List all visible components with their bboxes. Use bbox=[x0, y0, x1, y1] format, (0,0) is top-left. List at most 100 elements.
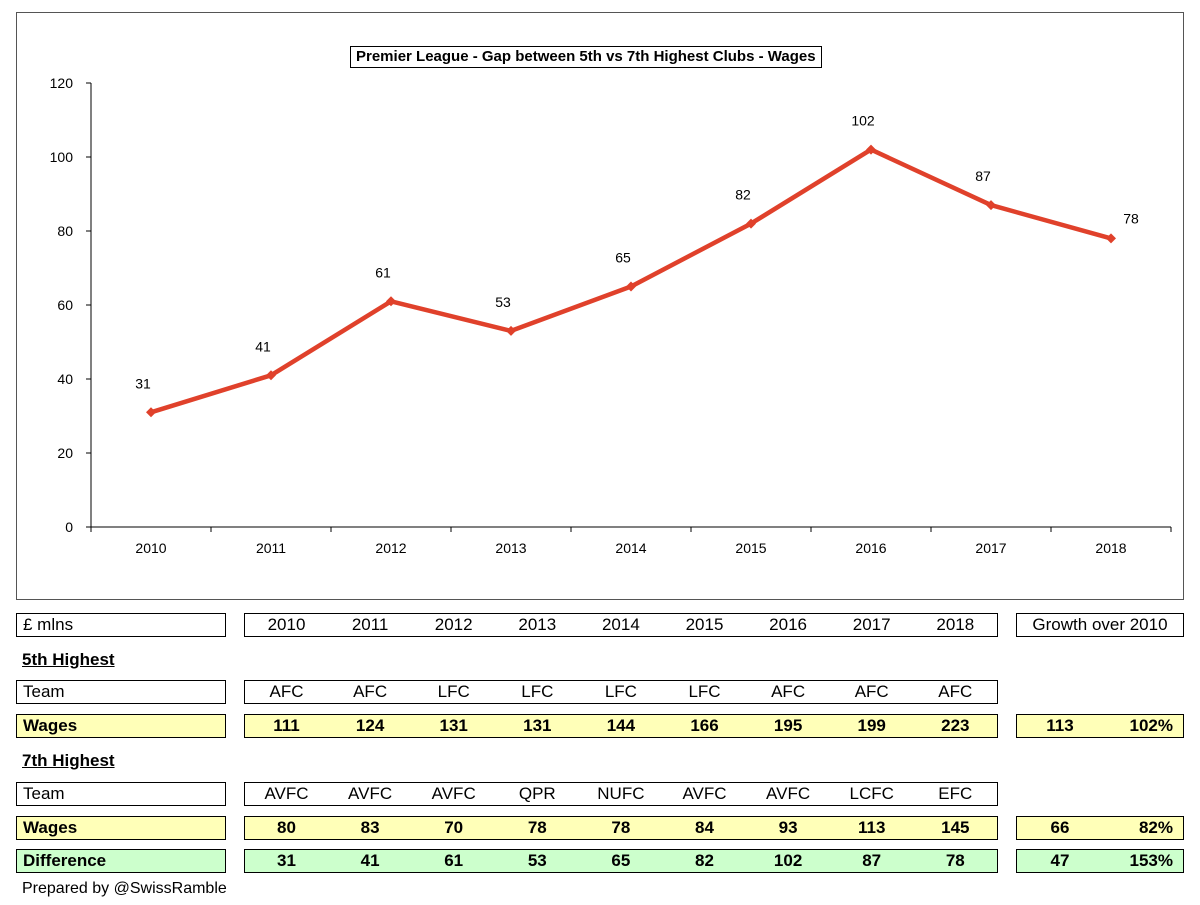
data-point-marker bbox=[506, 325, 516, 336]
seventh-wages-label: Wages bbox=[16, 816, 226, 840]
year-header-cell: 2012 bbox=[434, 615, 473, 634]
fifth-wages-row: 111 124 131 131 144 166 195 199 223 bbox=[244, 714, 998, 738]
fifth-team-row: AFC AFC LFC LFC LFC LFC AFC AFC AFC bbox=[244, 680, 998, 704]
data-point-marker bbox=[626, 281, 636, 292]
difference-cell: 102 bbox=[773, 851, 803, 870]
seventh-growth-pct: 82% bbox=[1138, 818, 1173, 837]
data-point-marker bbox=[1106, 233, 1116, 244]
data-label: 82 bbox=[735, 187, 751, 203]
y-tick-label: 120 bbox=[50, 75, 74, 91]
data-label: 41 bbox=[255, 338, 271, 354]
data-label: 102 bbox=[851, 113, 875, 129]
data-label: 65 bbox=[615, 250, 631, 266]
year-header-cell: 2010 bbox=[267, 615, 306, 634]
fifth-team-cell: LFC bbox=[437, 682, 470, 701]
fifth-team-cell: AFC bbox=[269, 682, 304, 701]
x-tick-label: 2014 bbox=[615, 540, 646, 556]
seventh-wages-cell: 83 bbox=[360, 818, 380, 837]
seventh-highest-heading: 7th Highest bbox=[22, 751, 115, 770]
chart-frame: 0 20 40 60 80 100 120 2010 2011 2012 2013 2014 2015 2… bbox=[16, 12, 1184, 600]
x-tick-label: 2015 bbox=[735, 540, 766, 556]
seventh-team-cell: AVFC bbox=[348, 784, 393, 803]
y-tick-label: 20 bbox=[57, 445, 73, 461]
fifth-wages-cell: 144 bbox=[606, 716, 636, 735]
year-header-cell: 2013 bbox=[518, 615, 557, 634]
fifth-team-cell: AFC bbox=[771, 682, 806, 701]
fifth-wages-cell: 124 bbox=[355, 716, 385, 735]
fifth-growth-abs: 113 bbox=[1046, 716, 1074, 735]
line-chart: 0 20 40 60 80 100 120 2010 2011 2012 2013 2014 2015 2… bbox=[50, 75, 1172, 556]
data-point-marker bbox=[146, 407, 156, 418]
fifth-wages-cell: 223 bbox=[941, 716, 970, 735]
difference-growth-abs: 47 bbox=[1050, 851, 1070, 870]
seventh-team-label: Team bbox=[16, 782, 226, 806]
seventh-growth: 66 82% bbox=[1016, 816, 1184, 840]
difference-cell: 87 bbox=[862, 851, 882, 870]
fifth-team-cell: LFC bbox=[604, 682, 637, 701]
data-label: 31 bbox=[135, 375, 151, 391]
x-tick-label: 2011 bbox=[256, 540, 286, 556]
difference-cell: 61 bbox=[444, 851, 464, 870]
seventh-team-cell: AVFC bbox=[766, 784, 811, 803]
seventh-wages-cell: 93 bbox=[778, 818, 798, 837]
seventh-team-cell: AVFC bbox=[682, 784, 727, 803]
difference-label: Difference bbox=[16, 849, 226, 873]
fifth-team-label: Team bbox=[16, 680, 226, 704]
difference-growth-pct: 153% bbox=[1129, 851, 1173, 870]
fifth-wages-cell: 195 bbox=[773, 716, 803, 735]
seventh-wages-cell: 78 bbox=[527, 818, 547, 837]
y-tick-label: 100 bbox=[50, 149, 74, 165]
fifth-highest-heading: 5th Highest bbox=[22, 650, 115, 669]
seventh-wages-cell: 70 bbox=[444, 818, 464, 837]
x-tick-label: 2018 bbox=[1095, 540, 1126, 556]
seventh-team-cell: AVFC bbox=[431, 784, 476, 803]
y-tick-label: 0 bbox=[65, 519, 73, 535]
seventh-team-cell: EFC bbox=[938, 784, 973, 803]
seventh-team-cell: NUFC bbox=[597, 784, 645, 803]
seventh-wages-cell: 80 bbox=[277, 818, 296, 837]
difference-growth: 47 153% bbox=[1016, 849, 1184, 873]
seventh-team-cell: QPR bbox=[518, 784, 556, 803]
seventh-wages-cell: 145 bbox=[941, 818, 970, 837]
fifth-wages-cell: 131 bbox=[439, 716, 468, 735]
difference-cell: 53 bbox=[527, 851, 547, 870]
seventh-wages-cell: 78 bbox=[611, 818, 631, 837]
data-point-marker bbox=[746, 218, 756, 229]
difference-row: 31 41 61 53 65 82 102 87 78 bbox=[244, 849, 998, 873]
seventh-wages-cell: 84 bbox=[695, 818, 714, 837]
y-tick-label: 80 bbox=[57, 223, 73, 239]
data-point-marker bbox=[866, 144, 876, 155]
seventh-growth-abs: 66 bbox=[1050, 818, 1070, 837]
x-tick-label: 2013 bbox=[495, 540, 526, 556]
fifth-wages-cell: 111 bbox=[273, 716, 300, 735]
year-header-cell: 2017 bbox=[852, 615, 891, 634]
fifth-team-cell: LFC bbox=[688, 682, 721, 701]
data-point-marker bbox=[386, 296, 396, 307]
chart-title: Premier League - Gap between 5th vs 7th … bbox=[350, 46, 822, 68]
data-label: 87 bbox=[975, 168, 991, 184]
year-header-cell: 2018 bbox=[936, 615, 975, 634]
x-tick-label: 2012 bbox=[375, 540, 406, 556]
seventh-team-row: AVFC AVFC AVFC QPR NUFC AVFC AVFC LCFC EFC bbox=[244, 782, 998, 806]
fifth-growth: 113 102% bbox=[1016, 714, 1184, 738]
difference-cell: 65 bbox=[611, 851, 631, 870]
seventh-team-cell: AVFC bbox=[264, 784, 309, 803]
data-point-marker bbox=[266, 370, 276, 381]
fifth-team-cell: AFC bbox=[854, 682, 889, 701]
data-point-marker bbox=[986, 200, 996, 211]
series-line bbox=[150, 147, 1112, 415]
fifth-wages-cell: 131 bbox=[523, 716, 552, 735]
data-label: 53 bbox=[495, 294, 511, 310]
fifth-growth-pct: 102% bbox=[1129, 716, 1173, 735]
fifth-team-cell: AFC bbox=[938, 682, 973, 701]
x-tick-label: 2010 bbox=[135, 540, 166, 556]
year-header-cell: 2014 bbox=[601, 615, 640, 634]
seventh-team-cell: LCFC bbox=[849, 784, 894, 803]
fifth-team-cell: LFC bbox=[521, 682, 554, 701]
unit-label: £ mlns bbox=[16, 613, 226, 637]
y-tick-label: 40 bbox=[57, 371, 73, 387]
year-header-cell: 2015 bbox=[685, 615, 724, 634]
difference-cell: 82 bbox=[695, 851, 714, 870]
footer-credit: Prepared by @SwissRamble bbox=[22, 880, 227, 897]
year-header-cell: 2016 bbox=[769, 615, 807, 634]
